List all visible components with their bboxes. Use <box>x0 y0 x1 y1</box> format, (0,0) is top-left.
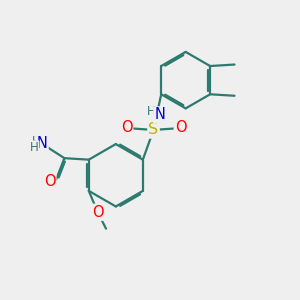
Text: O: O <box>44 174 56 189</box>
Text: O: O <box>92 205 103 220</box>
Text: H: H <box>147 106 156 118</box>
Text: N: N <box>37 136 48 151</box>
Text: O: O <box>121 120 132 135</box>
Text: H: H <box>32 135 40 148</box>
Text: O: O <box>175 120 186 135</box>
Text: S: S <box>148 122 159 137</box>
Text: H: H <box>30 141 38 154</box>
Text: N: N <box>154 107 165 122</box>
